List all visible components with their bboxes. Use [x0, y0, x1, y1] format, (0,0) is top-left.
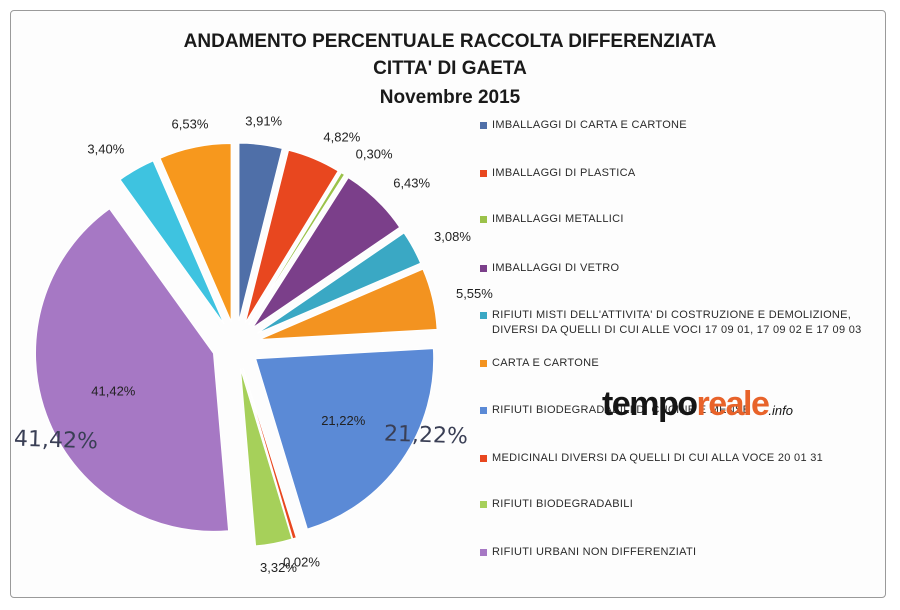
chart-subtitle-period: Novembre 2015 — [379, 87, 521, 108]
legend-swatch — [480, 170, 487, 177]
legend-swatch — [480, 549, 487, 556]
pie-slice — [259, 268, 438, 340]
legend-label: IMBALLAGGI METALLICI — [492, 213, 624, 225]
slice-data-label: 6,53% — [172, 117, 209, 132]
legend-swatch — [480, 312, 487, 319]
slice-data-label: 3,40% — [87, 142, 124, 157]
legend-label: RIFIUTI BIODEGRADABILI DI CUCINE E MENSE — [492, 404, 751, 416]
legend-swatch — [480, 501, 487, 508]
pie-slice — [240, 368, 293, 547]
pie-slice — [248, 171, 346, 325]
legend-swatch — [480, 122, 487, 129]
legend-label: IMBALLAGGI DI PLASTICA — [492, 167, 636, 179]
legend-swatch — [480, 265, 487, 272]
watermark-logo: temporeale.info — [602, 385, 793, 423]
slice-data-label: 41,42% — [91, 383, 136, 398]
handwritten-note-right: 21,22% — [383, 421, 469, 450]
slice-data-label: 6,43% — [393, 176, 430, 191]
legend-label: IMBALLAGGI DI CARTA E CARTONE — [492, 119, 687, 131]
legend-label: RIFIUTI MISTI DELL'ATTIVITA' DI COSTRUZI… — [492, 309, 862, 336]
pie-slice — [255, 348, 435, 530]
slice-data-label: 21,22% — [321, 413, 366, 428]
slice-data-label: 3,91% — [245, 114, 282, 129]
legend-swatch — [480, 216, 487, 223]
pie-slice — [35, 208, 230, 532]
legend-label: IMBALLAGGI DI VETRO — [492, 262, 620, 274]
slice-data-label: 3,08% — [434, 229, 471, 244]
legend-swatch — [480, 360, 487, 367]
legend-label: CARTA E CARTONE — [492, 357, 599, 369]
pie-slice — [244, 149, 339, 324]
pie-slice — [242, 367, 297, 540]
slice-data-label: 0,30% — [356, 146, 393, 161]
legend-label: RIFIUTI URBANI NON DIFFERENZIATI — [492, 546, 697, 558]
slice-data-label: 4,82% — [323, 130, 360, 145]
legend-label: MEDICINALI DIVERSI DA QUELLI DI CUI ALLA… — [492, 452, 824, 464]
pie-slice — [159, 143, 232, 322]
slice-data-label: 5,55% — [456, 286, 493, 301]
legend-swatch — [480, 407, 487, 414]
pie-slice — [119, 160, 225, 325]
chart-title: ANDAMENTO PERCENTUALE RACCOLTA DIFFERENZ… — [183, 31, 717, 52]
pie-slice — [238, 142, 283, 322]
pie-slice — [256, 232, 422, 334]
handwritten-note-left: 41,42% — [13, 426, 99, 455]
legend-swatch — [480, 455, 487, 462]
chart-subtitle-city: CITTA' DI GAETA — [373, 58, 527, 79]
pie-slice — [252, 176, 401, 329]
legend-label: RIFIUTI BIODEGRADABILI — [492, 498, 634, 510]
slice-data-label: 3,32% — [260, 560, 297, 575]
slice-data-label: 0,02% — [283, 554, 320, 569]
